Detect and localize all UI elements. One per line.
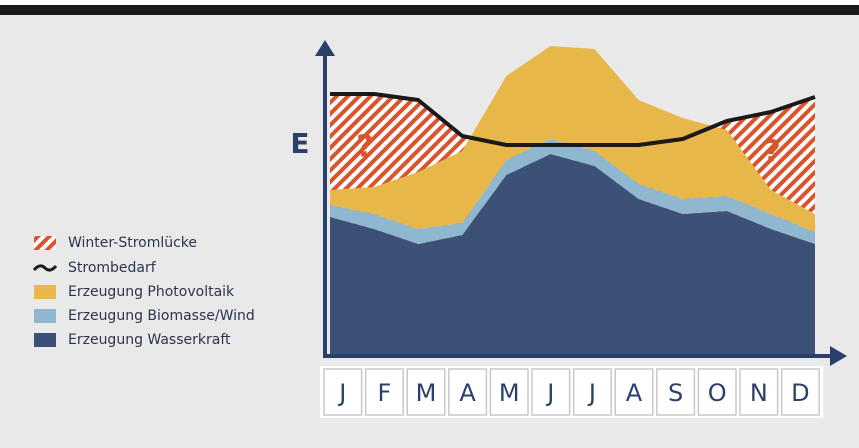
plot xyxy=(330,46,816,355)
month-box xyxy=(697,368,737,416)
month-box xyxy=(780,368,820,416)
y-axis-label: E xyxy=(290,127,309,160)
x-tick-label: D xyxy=(791,379,809,407)
x-tick-label: N xyxy=(750,379,768,407)
legend-swatch xyxy=(34,309,56,323)
x-tick-label: M xyxy=(416,379,437,407)
month-box xyxy=(531,368,571,416)
legend-swatch xyxy=(34,285,56,299)
legend-swatch xyxy=(34,333,56,347)
x-tick-label: J xyxy=(337,379,346,407)
x-tick-label: A xyxy=(626,379,643,407)
x-tick-label: J xyxy=(545,379,554,407)
x-tick-label: F xyxy=(377,379,391,407)
month-box xyxy=(323,368,363,416)
annotation: ? xyxy=(763,135,780,170)
month-box xyxy=(614,368,654,416)
legend-label: Winter-Stromlücke xyxy=(68,235,197,251)
x-tick-label: O xyxy=(708,379,727,407)
area xyxy=(330,139,815,244)
area xyxy=(330,154,815,355)
x-tick-label: S xyxy=(668,379,683,407)
legend: Winter-Stromlücke Strombedarf Erzeugung Ph… xyxy=(32,235,255,348)
month-box xyxy=(656,368,696,416)
legend-label: Erzeugung Photovoltaik xyxy=(68,284,235,300)
annotation: ? xyxy=(356,130,373,165)
top-bar xyxy=(0,5,859,15)
legend-label: Erzeugung Wasserkraft xyxy=(68,332,231,348)
x-axis-arrow xyxy=(830,346,847,366)
y-axis-arrow xyxy=(315,40,335,56)
legend-swatch xyxy=(34,236,56,250)
legend-line xyxy=(32,264,58,272)
month-box xyxy=(489,368,529,416)
month-box xyxy=(406,368,446,416)
month-box xyxy=(448,368,488,416)
legend-label: Strombedarf xyxy=(68,260,157,276)
month-box xyxy=(572,368,612,416)
x-tick-label: J xyxy=(587,379,596,407)
demand-line xyxy=(330,92,816,147)
month-box xyxy=(364,368,404,416)
top-strip xyxy=(0,0,859,5)
legend-label: Erzeugung Biomasse/Wind xyxy=(68,308,255,324)
month-box xyxy=(739,368,779,416)
x-tick-label: A xyxy=(459,379,476,407)
x-tick-label: M xyxy=(499,379,520,407)
area xyxy=(330,46,815,232)
